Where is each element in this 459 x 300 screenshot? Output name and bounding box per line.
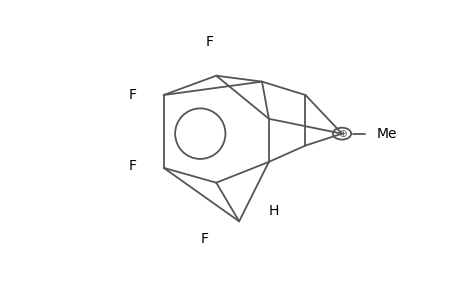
- Text: F: F: [128, 159, 136, 173]
- Text: F: F: [205, 35, 213, 49]
- Text: F: F: [201, 232, 208, 246]
- Text: F: F: [128, 88, 136, 102]
- Text: H: H: [268, 204, 278, 218]
- Text: Me: Me: [375, 127, 396, 141]
- Text: ⊕: ⊕: [337, 129, 346, 139]
